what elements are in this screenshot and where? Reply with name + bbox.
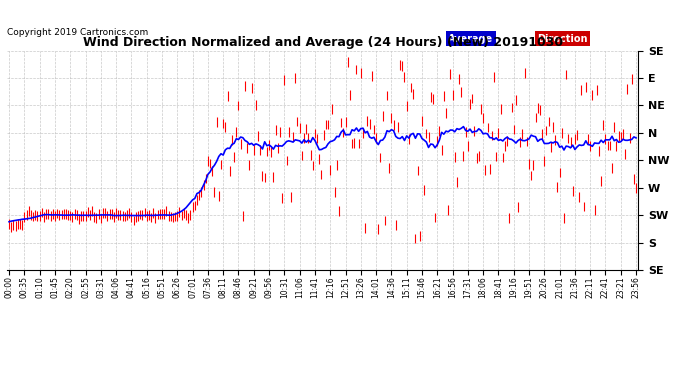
Title: Wind Direction Normalized and Average (24 Hours) (New) 20191030: Wind Direction Normalized and Average (2… xyxy=(83,36,562,50)
Text: Direction: Direction xyxy=(538,33,588,44)
Text: Average: Average xyxy=(448,33,493,44)
Text: Copyright 2019 Cartronics.com: Copyright 2019 Cartronics.com xyxy=(7,28,148,38)
